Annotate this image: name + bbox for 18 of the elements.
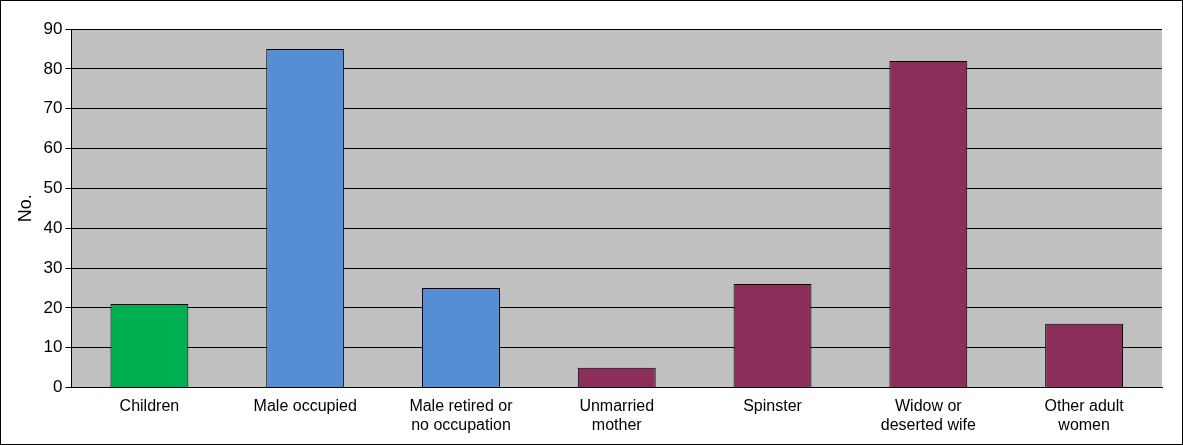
y-tick-label: 30 (43, 257, 63, 277)
x-tick-label: Unmarried mother (579, 396, 655, 433)
y-tick-label: 40 (43, 217, 63, 237)
y-tick-label: 90 (43, 18, 63, 38)
x-tick-label: Other adult women (1044, 396, 1125, 433)
x-tick-label: Children (119, 396, 180, 414)
x-tick-label: Spinster (743, 396, 803, 414)
y-tick-label: 10 (43, 337, 63, 357)
y-tick-label: 50 (43, 178, 63, 198)
x-tick-label: Male occupied (253, 396, 357, 414)
y-tick-label: 70 (43, 98, 63, 118)
x-tick-label: Widow or deserted wife (880, 396, 976, 433)
y-tick-label: 80 (43, 58, 63, 78)
x-tick-label: Male retired or no occupation (409, 396, 514, 433)
y-axis-title: No. (14, 194, 35, 223)
y-tick-label: 60 (43, 138, 63, 158)
y-tick-label: 0 (53, 377, 63, 397)
y-tick-label: 20 (43, 297, 63, 317)
